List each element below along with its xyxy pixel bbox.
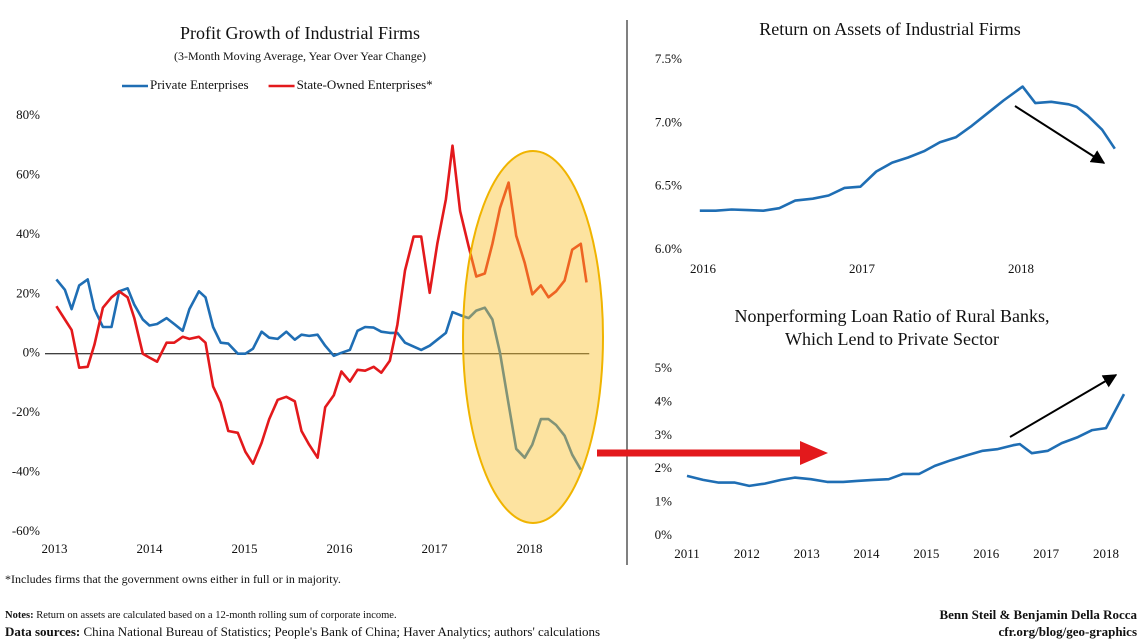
y-tick-label: 6.0% xyxy=(655,241,682,256)
y-tick-label: 40% xyxy=(16,226,40,241)
series-line xyxy=(699,85,1116,212)
y-tick-label: 6.5% xyxy=(655,178,682,193)
y-tick-label: 0% xyxy=(23,345,41,360)
sources-text: China National Bureau of Statistics; Peo… xyxy=(83,624,600,639)
y-tick-label: 4% xyxy=(655,393,673,408)
credit-authors: Benn Steil & Benjamin Della Rocca xyxy=(939,607,1137,622)
y-tick-label: 20% xyxy=(16,285,40,300)
y-tick-label: 7.0% xyxy=(655,114,682,129)
y-tick-label: -40% xyxy=(12,464,40,479)
sources: Data sources: China National Bureau of S… xyxy=(5,624,600,639)
chart-title: Which Lend to Private Sector xyxy=(785,329,999,349)
y-tick-label: 60% xyxy=(16,166,40,181)
link-arrow-head xyxy=(800,441,828,465)
x-tick-label: 2018 xyxy=(1008,261,1034,276)
credit-url: cfr.org/blog/geo-graphics xyxy=(998,624,1137,639)
y-tick-label: 2% xyxy=(655,460,673,475)
x-tick-label: 2018 xyxy=(1093,546,1119,561)
x-tick-label: 2016 xyxy=(973,546,1000,561)
legend-label: Private Enterprises xyxy=(150,77,249,92)
x-tick-label: 2015 xyxy=(232,541,258,556)
trend-arrow xyxy=(1014,105,1106,164)
y-tick-label: 80% xyxy=(16,107,40,122)
footnote: *Includes firms that the government owns… xyxy=(5,572,341,586)
trend-arrow xyxy=(1009,374,1118,438)
legend-label: State-Owned Enterprises* xyxy=(297,77,433,92)
series-line xyxy=(55,278,582,471)
y-tick-label: 3% xyxy=(655,427,673,442)
chart-title: Profit Growth of Industrial Firms xyxy=(180,23,420,43)
x-tick-label: 2018 xyxy=(517,541,543,556)
sources-label: Data sources: xyxy=(5,624,80,639)
y-tick-label: 1% xyxy=(655,494,673,509)
x-tick-label: 2011 xyxy=(674,546,700,561)
axis-labels: -60% -40% -20% 0% 20% 40% 60% 80% 2013 2014 2015 20… xyxy=(12,51,1119,561)
x-tick-label: 2014 xyxy=(137,541,164,556)
y-tick-label: 7.5% xyxy=(655,51,682,66)
series-line xyxy=(55,144,588,465)
chart-title: Nonperforming Loan Ratio of Rural Banks, xyxy=(735,306,1050,326)
x-tick-label: 2017 xyxy=(1033,546,1060,561)
series-line xyxy=(686,393,1126,488)
y-tick-label: -60% xyxy=(12,523,40,538)
notes-text: Return on assets are calculated based on… xyxy=(36,610,396,621)
x-tick-label: 2017 xyxy=(422,541,449,556)
chart-subtitle: (3-Month Moving Average, Year Over Year … xyxy=(174,49,426,63)
x-tick-label: 2012 xyxy=(734,546,760,561)
x-tick-label: 2016 xyxy=(327,541,354,556)
notes-label: Notes: xyxy=(5,610,34,621)
x-tick-label: 2014 xyxy=(854,546,881,561)
y-tick-label: 5% xyxy=(655,360,673,375)
highlight-ellipse xyxy=(462,150,604,524)
x-tick-label: 2013 xyxy=(42,541,68,556)
x-tick-label: 2013 xyxy=(794,546,820,561)
y-tick-label: 0% xyxy=(655,527,673,542)
notes: Notes: Return on assets are calculated b… xyxy=(5,610,397,621)
x-tick-label: 2015 xyxy=(913,546,939,561)
x-tick-label: 2016 xyxy=(690,261,717,276)
plot-marks xyxy=(45,85,1126,488)
chart-title: Return on Assets of Industrial Firms xyxy=(759,19,1021,39)
y-tick-label: -20% xyxy=(12,404,40,419)
x-tick-label: 2017 xyxy=(849,261,876,276)
